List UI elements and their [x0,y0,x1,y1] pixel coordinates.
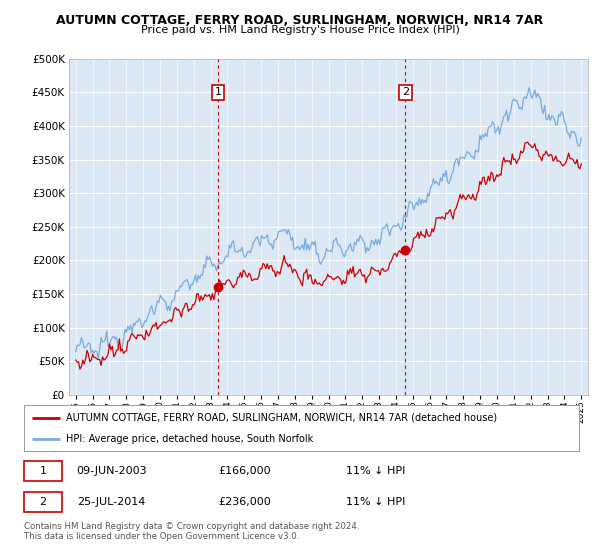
Text: 25-JUL-2014: 25-JUL-2014 [77,497,145,507]
Text: Price paid vs. HM Land Registry's House Price Index (HPI): Price paid vs. HM Land Registry's House … [140,25,460,35]
Text: £166,000: £166,000 [218,466,271,476]
Text: 1: 1 [40,466,46,476]
Text: HPI: Average price, detached house, South Norfolk: HPI: Average price, detached house, Sout… [65,434,313,444]
Text: 2: 2 [40,497,46,507]
Text: £236,000: £236,000 [218,497,271,507]
Text: 2: 2 [402,87,409,97]
Text: Contains HM Land Registry data © Crown copyright and database right 2024.
This d: Contains HM Land Registry data © Crown c… [24,522,359,542]
FancyBboxPatch shape [24,461,62,481]
Text: AUTUMN COTTAGE, FERRY ROAD, SURLINGHAM, NORWICH, NR14 7AR: AUTUMN COTTAGE, FERRY ROAD, SURLINGHAM, … [56,14,544,27]
Text: AUTUMN COTTAGE, FERRY ROAD, SURLINGHAM, NORWICH, NR14 7AR (detached house): AUTUMN COTTAGE, FERRY ROAD, SURLINGHAM, … [65,413,497,423]
Text: 1: 1 [214,87,221,97]
Text: 11% ↓ HPI: 11% ↓ HPI [346,497,405,507]
Text: 11% ↓ HPI: 11% ↓ HPI [346,466,405,476]
Text: 09-JUN-2003: 09-JUN-2003 [77,466,148,476]
FancyBboxPatch shape [24,492,62,512]
